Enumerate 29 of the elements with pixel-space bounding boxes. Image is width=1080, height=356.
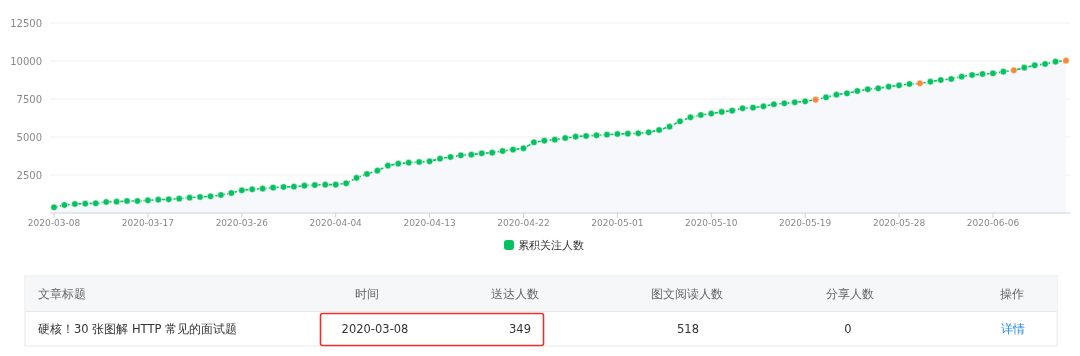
text: 0 <box>844 322 852 336</box>
text: 518 <box>677 322 699 336</box>
text: 文章标题 <box>38 287 86 301</box>
text: 操作 <box>1000 287 1024 301</box>
text: 2020-03-08 <box>341 322 409 336</box>
y-tick-label: 5000 <box>16 132 42 143</box>
text: 详情 <box>1001 322 1025 336</box>
x-tick-label: 2020-04-13 <box>403 218 456 228</box>
y-tick-label: 12500 <box>10 18 42 29</box>
x-tick-label: 2020-05-28 <box>872 218 926 228</box>
text: 349 <box>509 322 531 336</box>
text: 分享人数 <box>826 287 874 301</box>
text: 送达人数 <box>491 287 539 301</box>
x-tick-label: 2020-05-01 <box>591 218 644 228</box>
x-tick-label: 2020-05-10 <box>685 218 738 228</box>
legend-label: 累积关注人数 <box>518 239 584 252</box>
x-tick-label: 2020-03-26 <box>215 218 269 228</box>
y-tick-label: 2500 <box>16 170 42 181</box>
y-tick-label: 7500 <box>16 94 42 105</box>
x-tick-label: 2020-03-08 <box>27 218 81 228</box>
x-tick-label: 2020-04-22 <box>497 218 550 228</box>
text: 图文阅读人数 <box>651 287 723 301</box>
x-tick-label: 2020-03-17 <box>121 218 175 228</box>
x-tick-label: 2020-05-19 <box>779 218 832 228</box>
text: 时间 <box>355 287 379 301</box>
x-tick-label: 2020-04-04 <box>309 218 363 228</box>
text: 硬核！30 张图解 HTTP 常见的面试题 <box>38 322 238 336</box>
y-tick-label: 10000 <box>10 56 42 67</box>
x-tick-label: 2020-06-06 <box>966 218 1020 228</box>
